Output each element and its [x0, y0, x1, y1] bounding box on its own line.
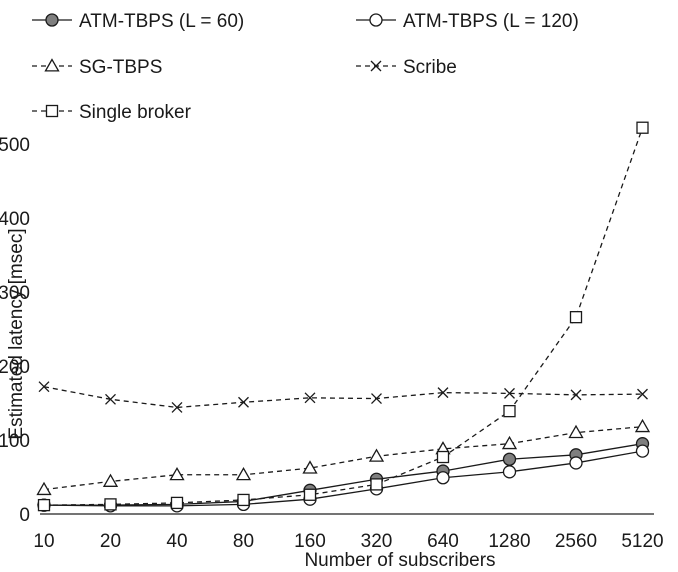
y-tick-label: 100 [0, 431, 30, 452]
data-point [437, 387, 449, 399]
data-point [105, 393, 116, 405]
data-point [370, 478, 383, 491]
y-tick-label: 200 [0, 357, 30, 378]
data-point [636, 121, 649, 134]
legend-marker [45, 104, 59, 118]
y-tick-label: 0 [19, 505, 30, 526]
data-point [635, 444, 650, 458]
data-point [436, 471, 450, 485]
data-point [570, 389, 582, 401]
legend: ATM-TBPS (L = 60) ATM-TBPS (L = 120) SG-TB… [32, 11, 579, 123]
legend-label: SG-TBPS [79, 57, 162, 78]
data-point [569, 311, 583, 324]
x-tick-label: 320 [361, 531, 393, 552]
data-point [501, 435, 518, 450]
y-tick-label: 400 [0, 209, 30, 230]
axes: 0 100 200 300 400 500 10 20 40 80 160 320 640 1280 256… [0, 135, 664, 552]
data-point [503, 404, 516, 418]
data-point [637, 388, 648, 400]
data-point [171, 401, 183, 413]
x-tick-label: 40 [166, 531, 187, 552]
data-point [368, 448, 385, 462]
series-line [43, 450, 643, 507]
data-point [102, 473, 119, 487]
x-tick-label: 160 [294, 531, 326, 552]
series-line [43, 386, 643, 409]
data-point [371, 393, 382, 405]
data-point [634, 418, 651, 433]
x-tick-label: 20 [100, 531, 121, 552]
legend-marker [45, 13, 59, 27]
data-point [568, 424, 584, 439]
series-line [43, 127, 644, 506]
x-tick-label: 5120 [621, 531, 663, 552]
legend-label: ATM-TBPS (L = 120) [403, 11, 579, 32]
data-point [302, 460, 318, 474]
x-tick-label: 10 [33, 531, 54, 552]
series-line [43, 426, 643, 491]
x-tick-label: 1280 [488, 531, 530, 552]
data-point [37, 498, 51, 512]
data-point [569, 456, 583, 470]
legend-marker [369, 13, 383, 27]
y-tick-label: 500 [0, 135, 30, 156]
y-tick-label: 300 [0, 283, 30, 304]
data-point [436, 450, 450, 464]
data-point [36, 481, 52, 496]
legend-label: Single broker [79, 102, 192, 123]
x-tick-label: 2560 [555, 531, 597, 552]
legend-label: Scribe [403, 57, 457, 78]
legend-label: ATM-TBPS (L = 60) [79, 11, 244, 32]
legend-marker [370, 60, 382, 72]
data-point [104, 498, 117, 511]
x-axis-label: Number of subscribers [304, 550, 495, 571]
data-point [304, 392, 316, 404]
data-point [502, 465, 517, 479]
data-point [170, 496, 184, 510]
series-line [44, 443, 643, 506]
data-point [235, 466, 252, 481]
data-point [238, 396, 249, 408]
legend-marker [44, 58, 60, 72]
data-point [237, 493, 250, 507]
series-group [36, 121, 651, 513]
data-point [169, 466, 185, 481]
y-axis-label: Estimated latency [msec] [6, 228, 27, 439]
data-point [504, 387, 515, 399]
data-point [303, 488, 317, 501]
x-tick-label: 80 [233, 531, 254, 552]
x-tick-label: 640 [427, 531, 459, 552]
data-point [38, 381, 50, 393]
data-point [502, 452, 517, 466]
